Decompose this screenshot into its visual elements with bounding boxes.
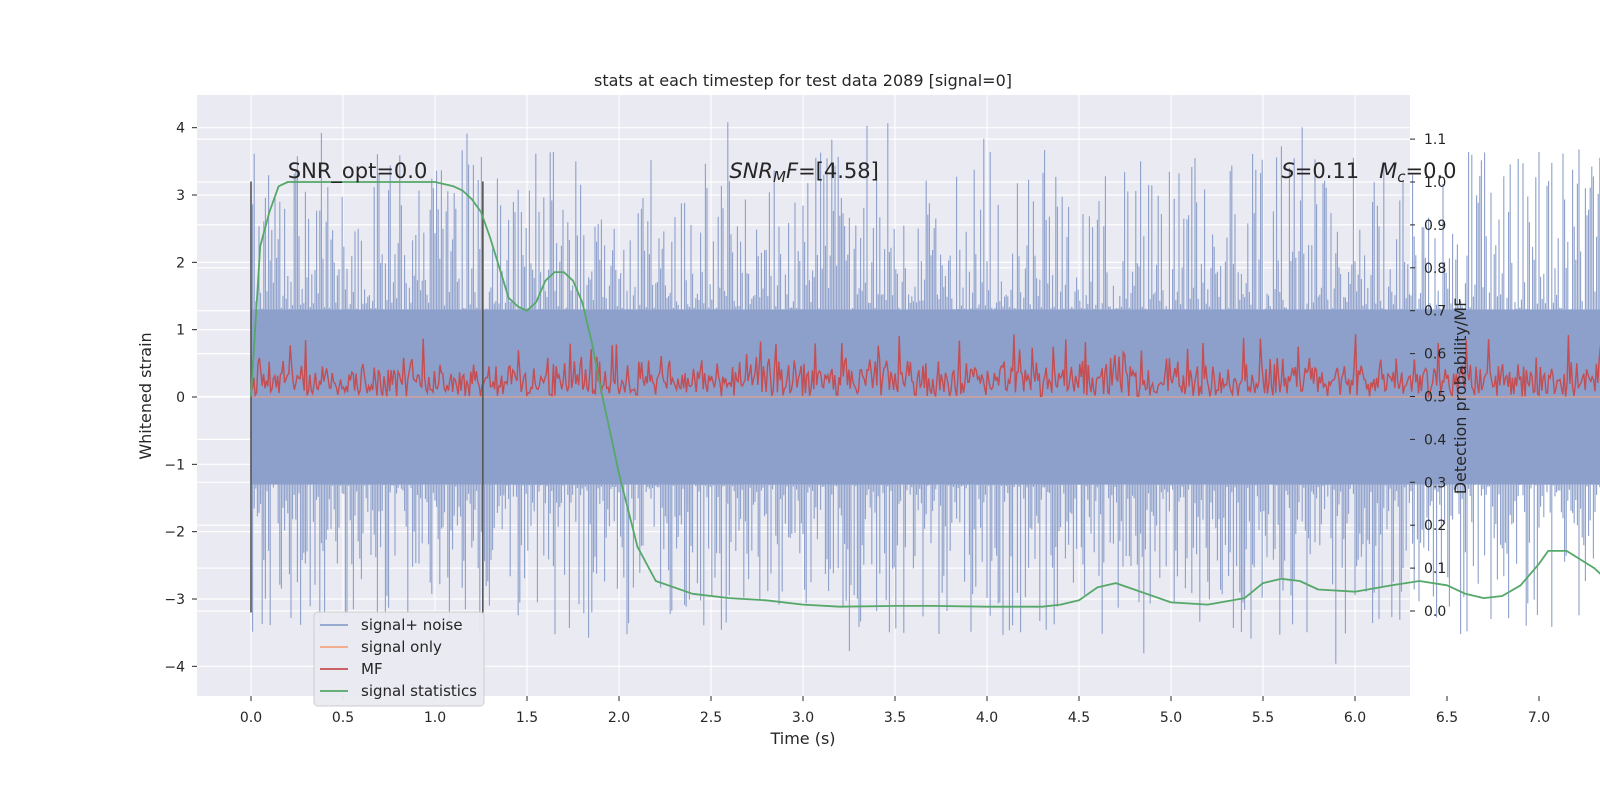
left-y-tick-label: 2 (176, 255, 185, 271)
right-y-tick-label: 0.8 (1424, 261, 1446, 277)
x-tick-label: 1.0 (424, 710, 446, 726)
x-tick-label: 5.5 (1252, 710, 1274, 726)
right-y-tick-label: 0.7 (1424, 304, 1446, 320)
mf-trace (250, 334, 1600, 399)
x-tick-label: 0.0 (240, 710, 262, 726)
x-axis-ticks: 0.0 0.5 1.0 1.5 2.0 2.5 3.0 3.5 4.0 4.5 5.0 5.5 6.0 6… (240, 696, 1550, 726)
x-tick-label: 4.5 (1068, 710, 1090, 726)
right-y-tick-label: 1.0 (1424, 175, 1446, 191)
right-y-tick-label: 0.9 (1424, 218, 1446, 234)
annotations: SNR_opt=0.0 SNRMF=[4.58] S=0.11 Mc=0.0 (288, 159, 1457, 186)
left-y-tick-label: 4 (176, 121, 185, 137)
signal-statistics-trace (250, 181, 1600, 608)
x-tick-label: 7.0 (1528, 710, 1550, 726)
left-y-tick-label: −4 (164, 659, 185, 675)
right-y-tick-label: 0.0 (1424, 604, 1446, 620)
annotation-snr-opt: SNR_opt=0.0 (288, 159, 428, 184)
left-y-tick-label: −1 (164, 457, 185, 473)
left-y-tick-label: 1 (176, 323, 185, 339)
right-y-tick-label: 0.4 (1424, 432, 1446, 448)
vertical-markers (250, 181, 484, 613)
legend-box (313, 611, 485, 707)
signal-noise-trace (250, 122, 1600, 664)
right-y-tick-label: 0.5 (1424, 390, 1446, 406)
left-y-axis-label: Whitened strain (136, 332, 155, 459)
annotation-snr-mf: SNRMF=[4.58] (729, 159, 878, 186)
legend: signal+ noise signal only MF signal statist… (313, 611, 485, 707)
x-tick-label: 2.0 (608, 710, 630, 726)
right-y-axis-label: Detection probability/MF (1451, 298, 1470, 495)
x-tick-label: 2.5 (700, 710, 722, 726)
x-tick-label: 3.0 (792, 710, 814, 726)
chart-title: stats at each timestep for test data 208… (594, 71, 1012, 90)
right-y-tick-label: 1.1 (1424, 132, 1446, 148)
x-tick-label: 3.5 (884, 710, 906, 726)
annotation-stats: S=0.11 Mc=0.0 (1281, 159, 1456, 186)
right-y-tick-label: 0.2 (1424, 518, 1446, 534)
left-y-tick-label: 3 (176, 188, 185, 204)
right-y-tick-label: 0.6 (1424, 347, 1446, 363)
x-tick-label: 6.5 (1436, 710, 1458, 726)
x-tick-label: 5.0 (1160, 710, 1182, 726)
left-y-tick-label: −3 (164, 592, 185, 608)
left-y-tick-label: 0 (176, 390, 185, 406)
right-y-tick-label: 0.3 (1424, 475, 1446, 491)
right-y-axis-ticks: 0.0 0.1 0.2 0.3 0.4 0.5 0.6 0.7 0.8 0.9 1.0 1.1 (1410, 132, 1446, 620)
legend-label: signal+ noise (361, 616, 463, 634)
x-tick-label: 0.5 (332, 710, 354, 726)
legend-label: MF (361, 660, 383, 678)
legend-label: signal only (361, 638, 442, 656)
x-axis-label: Time (s) (769, 729, 835, 748)
x-tick-label: 4.0 (976, 710, 998, 726)
x-tick-label: 6.0 (1344, 710, 1366, 726)
mf-line (250, 334, 1600, 399)
left-y-axis-ticks: −4 −3 −2 −1 0 1 2 3 4 (164, 121, 197, 675)
left-y-tick-label: −2 (164, 525, 185, 541)
signal-statistics-line (250, 181, 1600, 608)
right-y-tick-label: 0.1 (1424, 561, 1446, 577)
legend-label: signal statistics (361, 682, 477, 700)
x-tick-label: 1.5 (516, 710, 538, 726)
